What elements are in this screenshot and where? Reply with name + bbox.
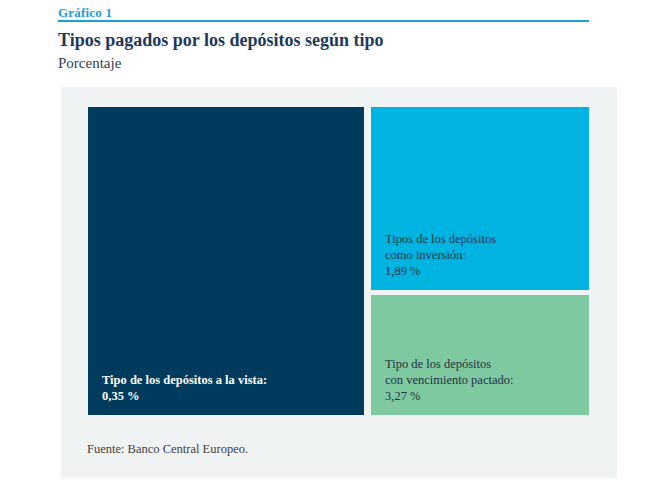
chart-number-label: Gráfico 1 — [58, 5, 112, 21]
treemap-block-depositos-como-inversion: Tipos de los depósitos como inversión: 1… — [371, 107, 589, 290]
chart-unit-label: Porcentaje — [58, 55, 121, 72]
treemap-block-depositos-vencimiento-pactado: Tipo de los depósitos con vencimiento pa… — [371, 295, 589, 415]
chart-panel: Tipo de los depósitos a la vista: 0,35 %… — [61, 87, 617, 478]
source-note: Fuente: Banco Central Europeo. — [87, 442, 248, 457]
chart-title: Tipos pagados por los depósitos según ti… — [58, 30, 383, 51]
kicker-underline-rule — [58, 20, 589, 22]
report-page: Gráfico 1 Tipos pagados por los depósito… — [0, 0, 656, 497]
treemap-block-label: Tipo de los depósitos con vencimiento pa… — [371, 356, 527, 415]
treemap-block-depositos-a-la-vista: Tipo de los depósitos a la vista: 0,35 % — [88, 107, 364, 415]
treemap-block-label: Tipo de los depósitos a la vista: 0,35 % — [88, 372, 281, 415]
treemap-block-label: Tipos de los depósitos como inversión: 1… — [371, 231, 510, 290]
